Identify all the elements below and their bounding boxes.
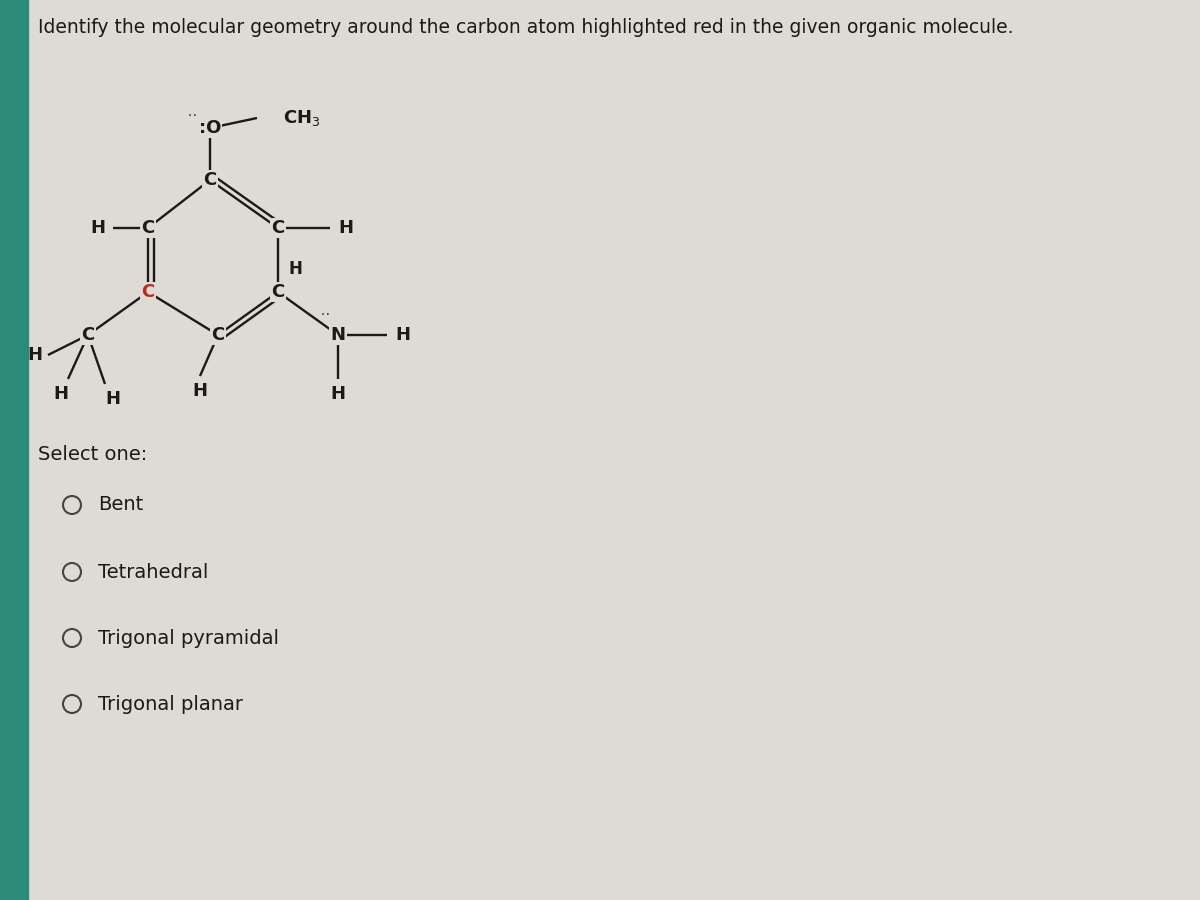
Text: CH$_3$: CH$_3$: [283, 108, 320, 128]
Text: H: H: [288, 260, 302, 278]
Text: H: H: [192, 382, 208, 400]
Text: H: H: [338, 219, 353, 237]
Text: ··: ··: [186, 111, 198, 121]
Text: C: C: [203, 171, 217, 189]
Text: H: H: [395, 326, 410, 344]
Text: C: C: [271, 219, 284, 237]
Text: C: C: [82, 326, 95, 344]
Text: C: C: [142, 283, 155, 301]
Text: C: C: [271, 283, 284, 301]
Text: Select one:: Select one:: [38, 445, 148, 464]
Text: H: H: [28, 346, 42, 364]
Text: Bent: Bent: [98, 496, 143, 515]
Text: N: N: [330, 326, 346, 344]
Text: C: C: [142, 219, 155, 237]
Text: H: H: [90, 219, 106, 237]
Text: H: H: [53, 385, 68, 403]
Text: :O: :O: [199, 119, 221, 137]
Text: H: H: [330, 385, 346, 403]
Text: Trigonal planar: Trigonal planar: [98, 695, 242, 714]
Text: Tetrahedral: Tetrahedral: [98, 562, 209, 581]
Text: ··: ··: [320, 310, 332, 320]
Bar: [0, 0, 28, 900]
Text: Identify the molecular geometry around the carbon atom highlighted red in the gi: Identify the molecular geometry around t…: [38, 18, 1014, 37]
Text: H: H: [106, 390, 120, 408]
Text: C: C: [211, 326, 224, 344]
Text: Trigonal pyramidal: Trigonal pyramidal: [98, 628, 278, 647]
